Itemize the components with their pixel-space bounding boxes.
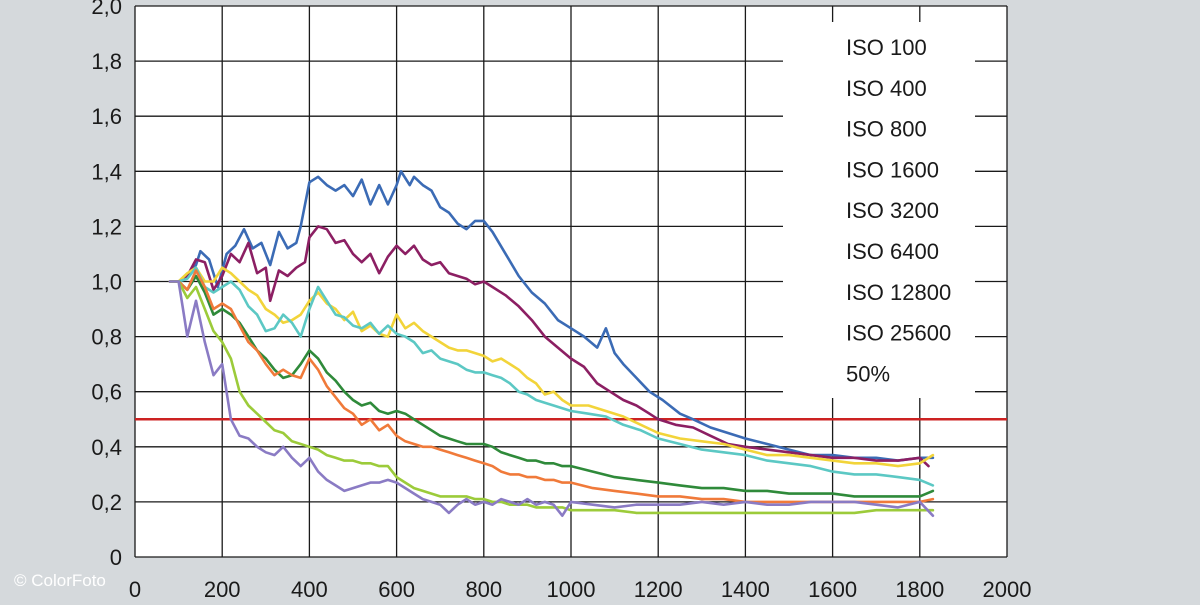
legend-entry-7: ISO 25600 xyxy=(846,321,951,346)
series-line-4 xyxy=(168,274,935,498)
series-line-5 xyxy=(168,269,935,504)
credit-label: © ColorFoto xyxy=(14,571,106,590)
x-tick-label: 1800 xyxy=(895,577,944,600)
legend-entry-8: 50% xyxy=(846,361,890,386)
series-line-2 xyxy=(168,266,935,468)
y-tick-label: 0,8 xyxy=(91,325,122,350)
y-tick-label: 1,2 xyxy=(91,214,122,239)
legend-entry-6: ISO 12800 xyxy=(846,280,951,305)
y-tick-label: 0 xyxy=(110,545,122,570)
x-tick-label: 1600 xyxy=(808,577,857,600)
x-tick-label: 600 xyxy=(378,577,415,600)
y-tick-label: 1,0 xyxy=(91,270,122,295)
y-tick-label: 1,8 xyxy=(91,49,122,74)
legend-entry-1: ISO 400 xyxy=(846,76,927,101)
legend-entry-3: ISO 1600 xyxy=(846,157,939,182)
series-line-1 xyxy=(168,225,930,468)
y-tick-label: 0,4 xyxy=(91,435,122,460)
x-tick-label: 200 xyxy=(204,577,241,600)
y-tick-label: 1,4 xyxy=(91,159,122,184)
legend-box xyxy=(783,22,975,398)
series-line-6 xyxy=(168,280,935,515)
x-tick-label: 1000 xyxy=(547,577,596,600)
legend-entry-0: ISO 100 xyxy=(846,35,927,60)
y-tick-label: 0,6 xyxy=(91,380,122,405)
x-tick-label: 800 xyxy=(465,577,502,600)
legend-entry-5: ISO 6400 xyxy=(846,239,939,264)
x-tick-label: 1400 xyxy=(721,577,770,600)
series-group xyxy=(168,170,935,517)
series-line-3 xyxy=(168,266,935,487)
legend-entry-4: ISO 3200 xyxy=(846,198,939,223)
y-tick-label: 2,0 xyxy=(91,0,122,19)
x-tick-label: 1200 xyxy=(634,577,683,600)
x-tick-label: 400 xyxy=(291,577,328,600)
y-tick-label: 0,2 xyxy=(91,490,122,515)
x-tick-labels: 0 200 400 600 800 1000 1200 1400 1600 1800 2000 xyxy=(129,577,1032,602)
series-line-7 xyxy=(168,280,935,517)
y-tick-labels: 0 0,2 0,4 0,6 0,8 1,0 1,2 1,4 1,6 1,8 2,0 xyxy=(91,0,122,570)
series-line-0 xyxy=(168,170,935,462)
y-tick-label: 1,6 xyxy=(91,104,122,129)
legend-entry-2: ISO 800 xyxy=(846,117,927,142)
x-tick-label: 2000 xyxy=(983,577,1032,600)
legend: ISO 100 ISO 400 ISO 800 ISO 1600 ISO 3200 ISO… xyxy=(846,35,951,386)
x-tick-label: 0 xyxy=(129,577,141,600)
